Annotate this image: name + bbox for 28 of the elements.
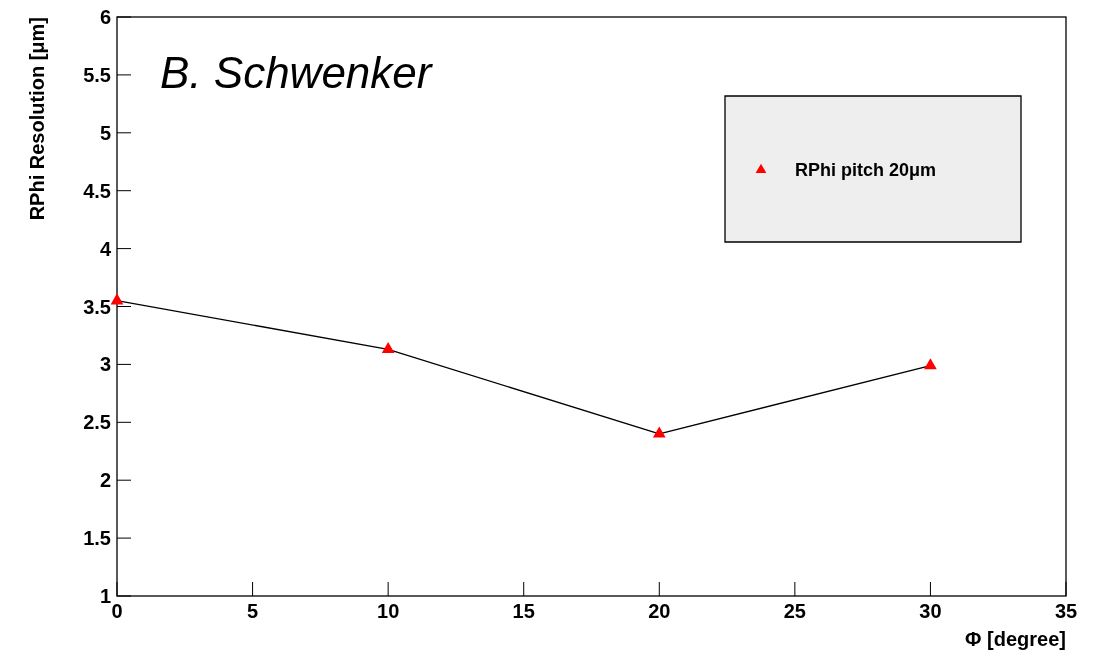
y-tick-label: 4.5 bbox=[83, 179, 111, 202]
y-tick-label: 6 bbox=[99, 6, 111, 28]
x-tick-label: 25 bbox=[783, 600, 806, 622]
legend-panel: RPhi pitch 20μm bbox=[724, 95, 1022, 243]
x-tick-label: 35 bbox=[1054, 600, 1078, 622]
y-tick-label: 3.5 bbox=[83, 295, 111, 318]
x-tick-label: 30 bbox=[919, 600, 942, 622]
point bbox=[381, 342, 395, 354]
annotation: B. Schwenker bbox=[160, 48, 434, 97]
point bbox=[110, 293, 124, 305]
legend-label: RPhi pitch 20μm bbox=[795, 160, 937, 180]
x-tick-label: 10 bbox=[377, 600, 400, 622]
x-tick-label: 0 bbox=[111, 600, 123, 622]
y-tick-label: 1.5 bbox=[83, 527, 111, 550]
x-axis-title: Φ [degree] bbox=[965, 628, 1066, 650]
y-tick-label: 4 bbox=[99, 237, 112, 260]
point bbox=[652, 426, 666, 438]
y-tick-label: 3 bbox=[99, 353, 111, 376]
x-tick-label: 15 bbox=[512, 600, 535, 622]
y-tick-label: 5 bbox=[99, 121, 111, 144]
x-tick-label: 20 bbox=[648, 600, 671, 622]
y-tick-label: 1 bbox=[99, 585, 111, 607]
y-tick-label: 5.5 bbox=[83, 63, 111, 86]
y-tick-label: 2.5 bbox=[83, 411, 111, 434]
y-axis-title: RPhi Resolution [μm] bbox=[26, 17, 48, 221]
point bbox=[924, 358, 937, 370]
x-tick-label: 5 bbox=[247, 600, 259, 622]
y-tick-label: 2 bbox=[99, 469, 111, 492]
